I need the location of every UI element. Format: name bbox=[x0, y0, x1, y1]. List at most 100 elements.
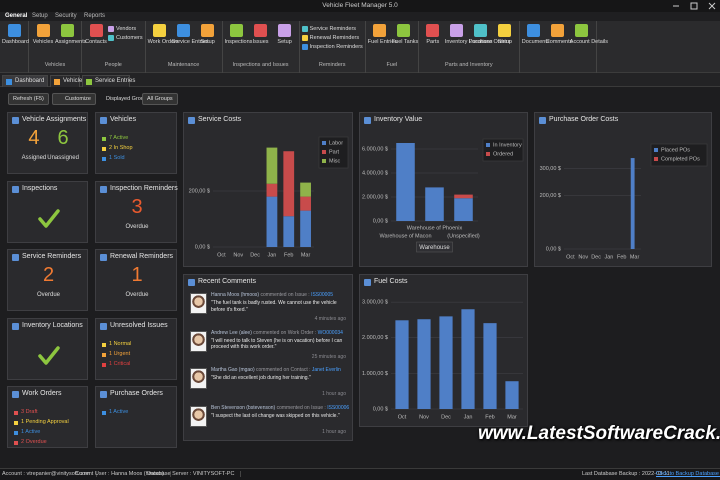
y-tick-label: 200,00 $ bbox=[540, 193, 561, 199]
x-tick-label: Feb bbox=[284, 252, 293, 258]
doc-tab-strip bbox=[0, 73, 720, 87]
chart-icon bbox=[188, 117, 195, 124]
comment-text: "She did an excellent job during her tra… bbox=[211, 375, 311, 381]
backup-link[interactable]: Click to Backup Database Now! bbox=[656, 471, 720, 477]
group-select[interactable]: All Groups bbox=[142, 93, 178, 105]
chart-title: Inventory Value bbox=[374, 116, 423, 123]
tile[interactable]: Inspections bbox=[7, 180, 88, 243]
status-item[interactable]: 1 Active bbox=[21, 429, 41, 435]
status-item[interactable]: 1 Active bbox=[109, 409, 129, 415]
menu-tab[interactable]: Reports bbox=[84, 13, 106, 19]
ribbon-button[interactable]: Assignments bbox=[55, 24, 87, 46]
ribbon-group-label: Maintenance bbox=[167, 62, 200, 68]
status-item[interactable]: 1 Pending Approval bbox=[21, 419, 69, 425]
status-item[interactable]: 3 Draft bbox=[21, 409, 38, 415]
status-item[interactable]: 7 Active bbox=[109, 135, 129, 141]
ribbon-button[interactable]: Parts bbox=[421, 24, 445, 46]
ribbon-button[interactable]: Issues bbox=[249, 24, 273, 46]
status-item[interactable]: 1 Urgent bbox=[109, 350, 131, 357]
ribbon-group: Contacts Vendors Customers People bbox=[82, 21, 146, 73]
status-item[interactable]: 1 Critical bbox=[109, 360, 131, 367]
comment-time: 1 hour ago bbox=[322, 391, 346, 397]
status-item[interactable]: 1 Normal bbox=[109, 340, 132, 347]
comment-link[interactable]: Janet Everlin bbox=[311, 367, 341, 373]
tile[interactable]: Renewal Reminders 1 Overdue bbox=[95, 249, 177, 311]
x-tick-label: Oct bbox=[566, 254, 575, 260]
comment-link[interactable]: ISS00005 bbox=[311, 292, 334, 298]
big-number: 4 bbox=[28, 127, 40, 149]
ribbon-button[interactable]: Contacts bbox=[84, 24, 108, 46]
status-item[interactable]: 2 Overdue bbox=[21, 439, 47, 445]
bar-segment bbox=[425, 187, 444, 221]
comment-link[interactable]: ISS00006 bbox=[327, 404, 350, 411]
ribbon-button[interactable]: Setup bbox=[493, 24, 517, 46]
ribbon-button[interactable]: Inventory Locations bbox=[445, 24, 493, 46]
tile[interactable]: Work Orders 3 Draft 1 Pending Approval 1 Ac… bbox=[7, 386, 88, 448]
status-swatch bbox=[102, 352, 106, 357]
bar-segment bbox=[300, 210, 311, 247]
status-item[interactable]: 1 Sold bbox=[109, 155, 125, 161]
ribbon-small-button[interactable]: Inspection Reminders bbox=[301, 43, 363, 52]
tile[interactable]: Vehicles 7 Active 2 In Shop 1 Sold bbox=[95, 112, 177, 174]
menu-tab[interactable]: Security bbox=[55, 13, 77, 19]
tile[interactable]: Unresolved Issues 1 Normal 1 Urgent 1 Criti… bbox=[95, 317, 177, 380]
title-bar bbox=[0, 0, 720, 12]
menu-tab[interactable]: Setup bbox=[32, 13, 48, 19]
ribbon-small-button[interactable]: Customers bbox=[108, 34, 143, 43]
ribbon-button[interactable]: Inspections bbox=[225, 24, 252, 46]
bar-segment bbox=[454, 198, 473, 221]
ribbon-small-button[interactable]: Service Reminders bbox=[301, 25, 363, 34]
comment-text: "I suspect the last oil change was skipp… bbox=[211, 412, 340, 419]
ribbon-icon bbox=[474, 24, 488, 37]
refresh-button[interactable]: Refresh (F5) bbox=[8, 93, 49, 105]
ribbon-button[interactable]: Dashboard bbox=[2, 24, 29, 46]
bar-segment bbox=[300, 182, 311, 197]
comment-link[interactable]: WO000034 bbox=[317, 329, 343, 336]
doc-tab[interactable]: Vehicles bbox=[50, 75, 85, 87]
ribbon-button[interactable]: Fuel Tanks bbox=[392, 24, 418, 46]
ribbon-button[interactable]: Purchase Orders bbox=[469, 24, 510, 46]
status-item[interactable]: 2 In Shop bbox=[109, 145, 133, 151]
x-tick-label: Dec bbox=[591, 254, 601, 260]
window-controls[interactable] bbox=[660, 0, 720, 12]
y-tick-label: 4.000,00 $ bbox=[362, 170, 388, 176]
customize-button[interactable]: Customize bbox=[52, 93, 96, 105]
ribbon-small-button[interactable]: Renewal Reminders bbox=[301, 34, 363, 43]
chart-panel: Service Costs 0,00 $ 200,00 $ Oct Nov Dec Jan F… bbox=[183, 112, 353, 267]
tile[interactable]: Vehicle Assignments 4 Assigned 6 Unassigned bbox=[7, 112, 88, 174]
bar-segment bbox=[283, 151, 295, 217]
ribbon-button[interactable]: Service Entries bbox=[172, 24, 209, 46]
window-title: Vehicle Fleet Manager 5.0 bbox=[322, 2, 398, 9]
x-tick-label: Warehouse of Phoenix bbox=[407, 225, 463, 231]
doc-tab[interactable]: Service Entries bbox=[82, 75, 135, 87]
ribbon-button[interactable]: Setup bbox=[273, 24, 297, 46]
ribbon-group-label: Inspections and Issues bbox=[232, 62, 289, 68]
tile[interactable]: Purchase Orders 1 Active bbox=[95, 386, 177, 448]
status-bar bbox=[0, 468, 720, 480]
ribbon-button[interactable]: Account Details bbox=[570, 24, 608, 46]
ribbon-button-label: Inspections bbox=[224, 39, 253, 45]
x-tick-label: Jan bbox=[604, 254, 613, 260]
ribbon-button[interactable]: Work Orders bbox=[148, 24, 179, 46]
big-number-label: Assigned bbox=[21, 155, 47, 161]
avatar bbox=[190, 293, 207, 314]
menu-tab[interactable]: General bbox=[5, 13, 28, 19]
y-tick-label: 3.000,00 $ bbox=[362, 300, 388, 306]
ribbon-button[interactable]: Comments bbox=[546, 24, 572, 46]
tile[interactable]: Inventory Locations bbox=[7, 317, 88, 380]
tile[interactable]: Inspection Reminders 3 Overdue bbox=[95, 180, 178, 243]
tile[interactable]: Service Reminders 2 Overdue bbox=[7, 249, 88, 311]
ribbon-button[interactable]: Vehicles bbox=[31, 24, 55, 46]
ribbon-icon bbox=[278, 24, 292, 37]
bar bbox=[439, 316, 453, 409]
bar bbox=[630, 158, 635, 249]
ribbon-button[interactable]: Setup bbox=[196, 24, 220, 46]
comments-icon bbox=[188, 279, 195, 286]
ribbon-icon bbox=[551, 24, 565, 37]
ribbon-button[interactable]: Documents bbox=[522, 24, 550, 46]
comment-author: Ben Stevenson (bstevenson) bbox=[211, 404, 276, 411]
ribbon-small-button[interactable]: Vendors bbox=[108, 25, 143, 34]
ribbon-button[interactable]: Fuel Entries bbox=[368, 24, 397, 46]
doc-tab[interactable]: Dashboard bbox=[2, 75, 48, 87]
tile-title: Purchase Orders bbox=[110, 390, 163, 397]
